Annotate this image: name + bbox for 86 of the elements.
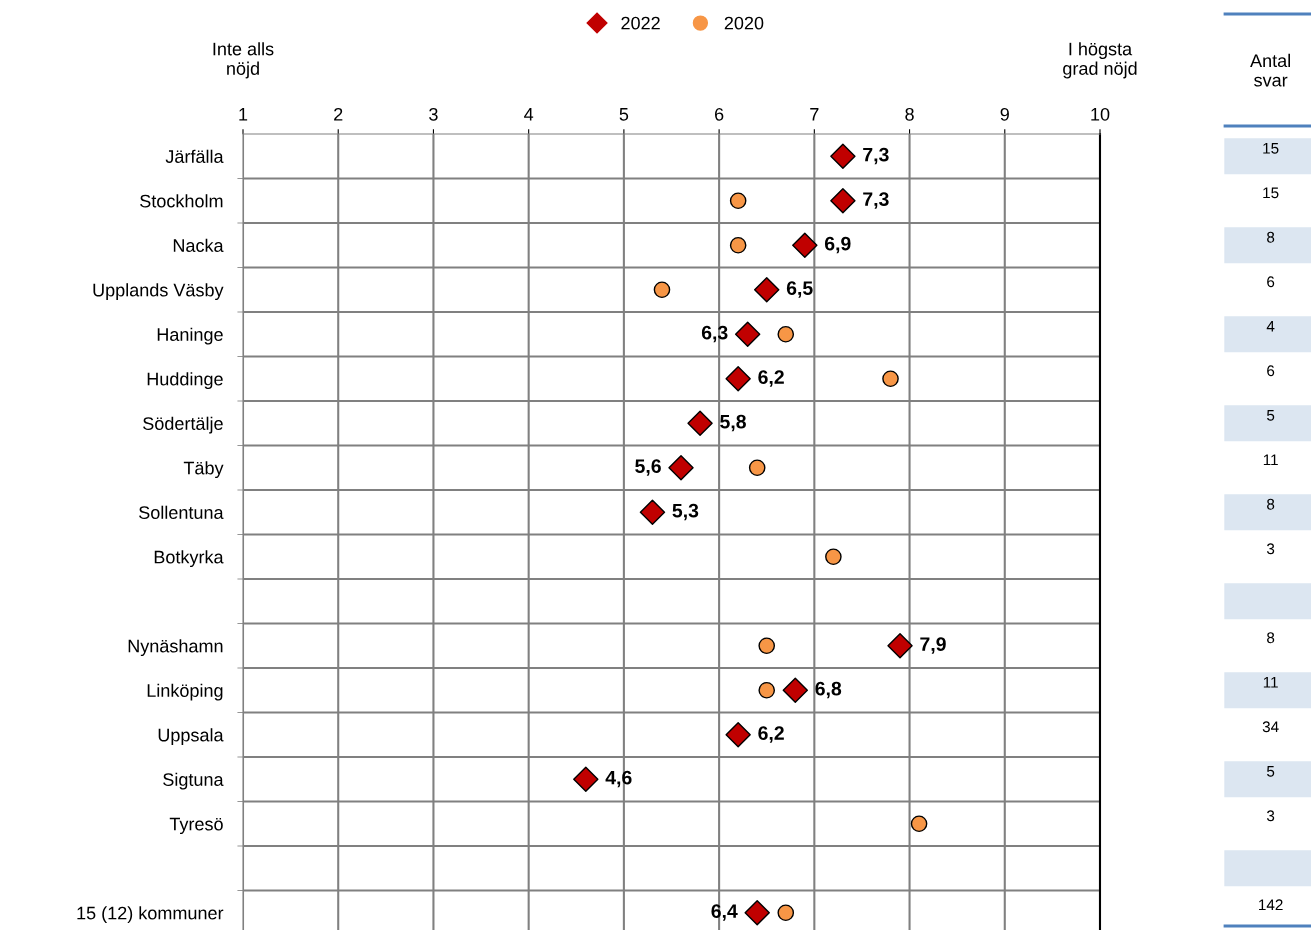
y-tick-label: Stockholm xyxy=(140,194,223,208)
point xyxy=(758,681,776,699)
y-tick-label: Huddinge xyxy=(147,372,223,390)
data-label: 6,8 xyxy=(815,681,842,699)
point xyxy=(830,143,856,169)
data-label: 7,3 xyxy=(863,147,889,165)
y-tick-label: Södertälje xyxy=(143,416,223,434)
y2-tick-label: 15 xyxy=(1263,143,1279,154)
y-tick-label: Uppsala xyxy=(158,728,224,746)
data-label: 5,3 xyxy=(672,503,699,521)
text: I högsta grad nöjd xyxy=(1063,42,1137,79)
y2-tick-label: 4 xyxy=(1266,321,1275,332)
legend-label: 2022 xyxy=(621,16,660,30)
point xyxy=(748,459,766,477)
x-tick-label: 3 xyxy=(429,107,438,121)
y2-tick-label: 34 xyxy=(1262,721,1279,733)
x-tick-label: 1 xyxy=(239,108,248,121)
point xyxy=(910,815,928,833)
y-tick-label: Linköping xyxy=(147,683,223,701)
data-label: 6,9 xyxy=(824,236,851,254)
text: Antal svar xyxy=(1250,53,1290,87)
y2-tick-label: 6 xyxy=(1267,276,1275,288)
point xyxy=(725,722,751,748)
point xyxy=(687,410,713,436)
y2-tick-label: 15 xyxy=(1263,187,1279,199)
point xyxy=(758,637,776,655)
x-tick-label: 8 xyxy=(905,107,914,121)
y-tick-label: Haninge xyxy=(157,327,223,345)
data-label: 6,5 xyxy=(786,281,813,298)
y2-tick-label: 3 xyxy=(1266,543,1275,555)
y-tick-label: Täby xyxy=(183,461,224,479)
point xyxy=(668,455,694,481)
point xyxy=(777,325,795,343)
x-tick-label: 10 xyxy=(1091,107,1110,121)
data-label: 6,2 xyxy=(758,370,784,387)
point xyxy=(782,677,809,703)
point xyxy=(753,277,780,303)
x-tick-label: 7 xyxy=(810,108,819,121)
point xyxy=(653,281,671,299)
y2-tick-label: 11 xyxy=(1263,677,1278,688)
y2-tick-label: 8 xyxy=(1267,231,1275,243)
x-tick-label: 4 xyxy=(524,108,534,121)
point xyxy=(887,633,913,659)
y-tick-label: Järfälla xyxy=(165,149,224,163)
data-label: 6,3 xyxy=(701,325,728,343)
y2-tick-label: 5 xyxy=(1266,410,1275,421)
data-label: 5,8 xyxy=(720,414,746,432)
point xyxy=(573,766,599,792)
y-tick-label: Upplands Väsby xyxy=(93,283,224,301)
point xyxy=(729,192,747,210)
x-tick-label: 2 xyxy=(334,107,343,121)
x-tick-label: 5 xyxy=(619,108,629,121)
point xyxy=(792,232,818,258)
y-tick-label: Tyresö xyxy=(169,817,223,835)
data-label: 7,9 xyxy=(920,637,946,654)
y2-tick-label: 3 xyxy=(1266,810,1275,822)
x-tick-label: 6 xyxy=(715,107,724,121)
legend-label: 2020 xyxy=(724,16,764,30)
data-label: 5,6 xyxy=(635,459,661,476)
point xyxy=(725,366,751,392)
y-tick-label: Nacka xyxy=(173,238,224,252)
data-label: 6,2 xyxy=(758,726,784,743)
x-tick-label: 9 xyxy=(1000,107,1009,121)
text: Inte alls nöjd xyxy=(213,42,274,79)
y2-tick-label: 8 xyxy=(1267,632,1275,644)
point xyxy=(744,900,770,926)
point xyxy=(830,188,856,214)
y-tick-label: Nynäshamn xyxy=(128,639,223,657)
y2-tick-label: 8 xyxy=(1267,498,1275,510)
point xyxy=(882,370,899,388)
data-label: 4,6 xyxy=(605,770,632,788)
point xyxy=(825,548,842,566)
y-tick-label: Sollentuna xyxy=(139,505,224,519)
y-tick-label: Botkyrka xyxy=(154,550,224,568)
point xyxy=(639,499,666,525)
y-tick-label: 15 (12) kommuner xyxy=(77,906,224,924)
y-tick-label: Sigtuna xyxy=(163,772,224,790)
data-label: 7,3 xyxy=(863,192,889,209)
point xyxy=(729,236,747,254)
y2-tick-label: 6 xyxy=(1267,365,1275,377)
point xyxy=(734,321,761,347)
data-label: 6,4 xyxy=(711,904,738,921)
y2-tick-label: 142 xyxy=(1259,899,1283,911)
y2-tick-label: 5 xyxy=(1266,766,1275,777)
y2-tick-label: 11 xyxy=(1263,454,1278,466)
point xyxy=(777,904,795,922)
